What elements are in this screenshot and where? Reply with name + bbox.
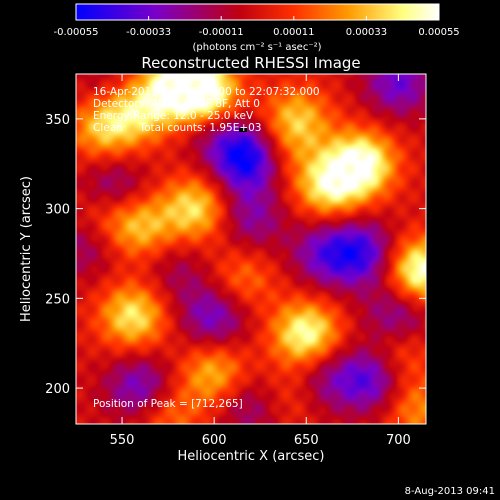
colorbar-tick-label: -0.00033 <box>126 27 171 38</box>
x-tick-label: 700 <box>386 433 411 448</box>
peak-marker <box>239 128 247 132</box>
y-axis-label: Heliocentric Y (arcsec) <box>19 176 34 322</box>
plot-frame <box>75 73 427 425</box>
colorbar-tick-label: 0.00033 <box>346 27 387 38</box>
colorbar-tick-labels: -0.00055 -0.00033 -0.00011 0.00011 0.00033 0.… <box>54 16 460 38</box>
y-tick-label: 300 <box>45 203 70 218</box>
peak-position-label: Position of Peak = [712,265] <box>93 398 243 410</box>
y-tick-label: 350 <box>45 113 70 128</box>
colorbar-tick-label: -0.00011 <box>199 27 244 38</box>
timestamp: 8-Aug-2013 09:41 <box>405 486 495 497</box>
observation-info: 16-Apr-2011 22:06:52.000 to 22:07:32.000… <box>93 86 320 134</box>
axis-ticks: 550 600 650 700 200 250 300 350 <box>45 74 426 448</box>
x-tick-label: 550 <box>110 433 135 448</box>
colorbar-tick-label: -0.00055 <box>54 27 99 38</box>
colorbar-tick-label: 0.00055 <box>418 27 459 38</box>
info-clean-counts: Clean Total counts: 1.95E+03 <box>93 122 262 134</box>
colorbar <box>75 3 440 21</box>
info-energy-range: Energy Range: 12.0 - 25.0 keV <box>93 110 254 122</box>
x-tick-label: 650 <box>294 433 319 448</box>
y-tick-label: 200 <box>45 382 70 397</box>
x-axis-label: Heliocentric X (arcsec) <box>178 449 325 464</box>
info-time-range: 16-Apr-2011 22:06:52.000 to 22:07:32.000 <box>93 86 320 98</box>
heatmap-image <box>76 74 426 424</box>
info-detectors: Detectors: 4F 5F 6F 7F 8F, Att 0 <box>93 98 260 110</box>
x-tick-label: 600 <box>202 433 227 448</box>
colorbar-label: (photons cm⁻² s⁻¹ asec⁻²) <box>192 42 321 53</box>
chart-title: Reconstructed RHESSI Image <box>141 54 360 72</box>
colorbar-tick-label: 0.00011 <box>273 27 314 38</box>
y-tick-label: 250 <box>45 292 70 307</box>
